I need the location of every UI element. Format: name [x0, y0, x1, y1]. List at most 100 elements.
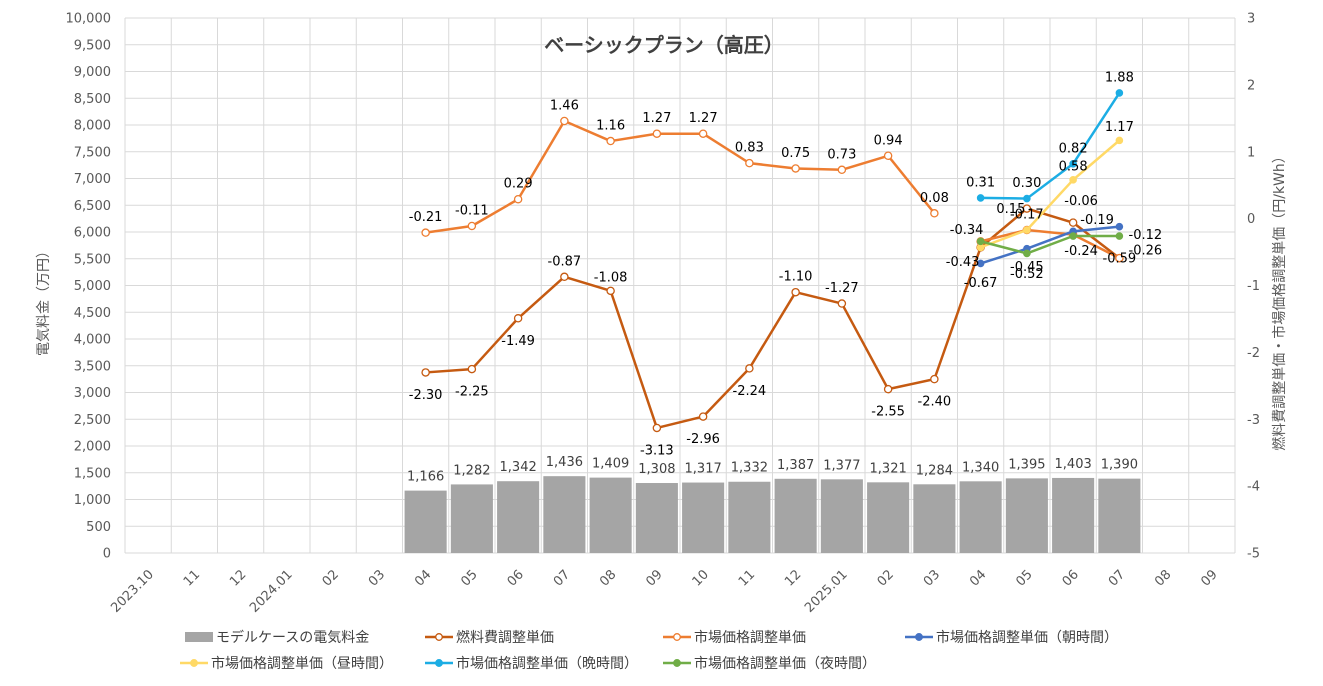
line-data-label: -0.19 — [1080, 213, 1114, 228]
line-data-label: -2.25 — [455, 385, 489, 400]
line-point — [467, 221, 477, 231]
line-point — [1115, 89, 1124, 97]
y-left-tick-label: 9,500 — [74, 38, 111, 53]
line-point — [883, 384, 893, 394]
line-data-label: -0.52 — [1010, 267, 1044, 282]
line-data-label: 1.46 — [550, 98, 579, 113]
bar — [959, 481, 1002, 553]
legend-swatch-marker — [435, 659, 443, 667]
y-right-tick-label: -3 — [1247, 413, 1260, 428]
line-point — [1022, 204, 1032, 213]
line-data-label: -0.87 — [548, 254, 582, 269]
line-data-label: 1.27 — [642, 111, 671, 126]
y-right-tick-label: 0 — [1247, 212, 1255, 227]
line-point — [698, 129, 708, 138]
y-left-tick-label: 8,500 — [74, 92, 111, 107]
y-right-tick-label: -2 — [1247, 346, 1260, 361]
line-data-label: -0.26 — [1129, 244, 1163, 259]
line-point — [745, 364, 754, 373]
y-right-tick-label: -1 — [1247, 279, 1260, 294]
line-point — [837, 299, 847, 308]
line-point — [1115, 253, 1124, 263]
legend-label: 市場価格調整単価（朝時間） — [936, 629, 1118, 646]
line-point — [421, 228, 430, 237]
line-data-label: -0.06 — [1064, 194, 1098, 209]
legend-label: 市場価格調整単価（夜時間） — [694, 655, 876, 672]
line-series-layer — [421, 89, 1124, 433]
bar-data-label: 1,377 — [823, 458, 860, 473]
line-point — [1069, 176, 1077, 184]
line-data-label: 1.88 — [1105, 70, 1134, 85]
y-right-tick-label: 1 — [1247, 145, 1255, 160]
y-left-tick-label: 1,000 — [74, 493, 111, 508]
bar — [635, 483, 678, 553]
line-data-label: 0.82 — [1059, 141, 1088, 156]
line-data-label: 0.83 — [735, 141, 764, 156]
line-data-label: 1.17 — [1105, 120, 1134, 135]
bar-data-label: 1,284 — [916, 463, 953, 478]
line-series-4 — [980, 92, 1121, 200]
line-data-label: -2.55 — [871, 405, 905, 420]
line-data-label: 0.75 — [781, 146, 810, 161]
bar-data-label: 1,403 — [1055, 457, 1092, 472]
bar-data-label: 1,342 — [500, 460, 537, 475]
bar-data-label: 1,436 — [546, 455, 583, 470]
line-point — [1115, 232, 1124, 240]
line-point — [1115, 222, 1124, 231]
y-left-tick-label: 4,500 — [74, 306, 111, 321]
line-data-label: 1.27 — [689, 111, 718, 126]
y-right-tick-label: -4 — [1247, 480, 1260, 495]
line-data-label: 0.31 — [966, 175, 995, 190]
line-data-label: 1.16 — [596, 119, 625, 134]
line-data-label: -0.24 — [1064, 244, 1098, 259]
line-data-label: -0.59 — [1103, 252, 1137, 267]
y-left-tick-label: 1,500 — [74, 466, 111, 481]
y-left-tick-label: 3,500 — [74, 359, 111, 374]
legend: モデルケースの電気料金 燃料費調整単価 市場価格調整単価 市場価格調整単価（朝時間） 市… — [180, 629, 1118, 672]
bar — [589, 477, 632, 553]
line-point — [1068, 218, 1078, 227]
line-point — [791, 287, 800, 297]
bar — [543, 476, 586, 553]
line-data-label: -0.34 — [950, 223, 984, 238]
bar — [728, 481, 771, 553]
y-right-tick-label: 3 — [1247, 12, 1255, 27]
legend-swatch-marker — [435, 633, 443, 641]
data-labels-layer: 1,166 1,282 1,342 1,436 1,409 1,308 1,317 1,332… — [407, 70, 1162, 484]
bar-data-label: 1,282 — [453, 463, 490, 478]
bar-data-label: 1,166 — [407, 470, 444, 485]
line-series-1 — [980, 228, 1120, 260]
line-data-label: -0.12 — [1129, 228, 1163, 243]
line-data-label: -3.13 — [640, 443, 674, 458]
line-point — [513, 194, 523, 204]
line-data-label: -1.27 — [825, 281, 859, 296]
line-data-label: -0.11 — [455, 203, 489, 218]
bar — [1005, 478, 1048, 553]
line-series-1 — [425, 119, 936, 234]
line-point — [837, 165, 847, 175]
y-left-tick-label: 5,500 — [74, 252, 111, 267]
bar-data-label: 1,390 — [1101, 458, 1138, 473]
legend-label: 市場価格調整単価（昼時間） — [211, 655, 393, 672]
bar — [1098, 478, 1141, 553]
line-data-label: -1.49 — [501, 334, 535, 349]
y-right-tick-label: 2 — [1247, 78, 1255, 93]
legend-label: モデルケースの電気料金 — [216, 629, 369, 646]
line-data-label: -2.96 — [686, 432, 720, 447]
bar-data-label: 1,395 — [1008, 457, 1045, 472]
line-data-label: -0.21 — [409, 210, 443, 225]
line-data-label: 0.30 — [1012, 176, 1041, 191]
line-point — [513, 314, 523, 323]
bar-data-label: 1,387 — [777, 458, 814, 473]
line-point — [421, 368, 430, 377]
bar-data-label: 1,409 — [592, 457, 629, 472]
line-data-label: -1.10 — [779, 270, 813, 285]
line-point — [698, 412, 708, 421]
line-point — [791, 164, 800, 173]
legend-swatch-marker — [673, 633, 681, 641]
y-left-tick-label: 3,000 — [74, 386, 111, 401]
line-point — [652, 129, 662, 138]
bar-data-label: 1,321 — [870, 461, 907, 476]
legend-swatch-marker — [190, 659, 198, 667]
